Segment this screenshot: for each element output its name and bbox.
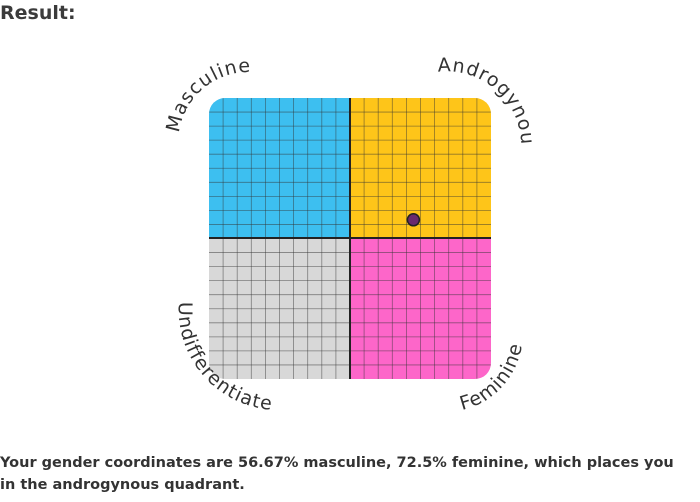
quadrant-board [209,98,491,379]
result-heading: Result: [0,2,76,24]
gender-compass: Masculine Androgynous Undifferentiated F… [0,0,537,415]
grid-lines [209,98,491,379]
result-description: Your gender coordinates are 56.67% mascu… [0,455,674,493]
result-marker [406,213,421,227]
gender-compass-svg: Masculine Androgynous Undifferentiated F… [0,0,537,415]
